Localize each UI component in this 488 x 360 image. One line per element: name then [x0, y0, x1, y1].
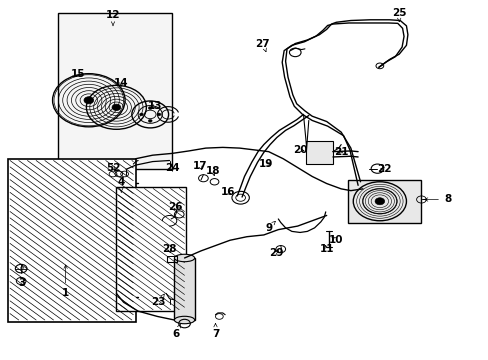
Circle shape	[157, 113, 161, 116]
Text: 9: 9	[264, 221, 275, 233]
Circle shape	[148, 120, 152, 122]
Circle shape	[374, 198, 384, 205]
Circle shape	[139, 113, 143, 116]
Text: 4: 4	[117, 177, 124, 192]
Circle shape	[84, 97, 94, 104]
Text: 14: 14	[114, 77, 128, 87]
Circle shape	[148, 107, 152, 109]
Text: 20: 20	[292, 145, 307, 155]
Ellipse shape	[174, 254, 194, 262]
Text: 3: 3	[19, 265, 26, 288]
Text: 21: 21	[333, 147, 348, 157]
Text: 25: 25	[391, 8, 406, 22]
Text: 1: 1	[62, 265, 69, 298]
Text: 12: 12	[105, 10, 120, 26]
Text: 17: 17	[192, 161, 207, 171]
Ellipse shape	[174, 316, 194, 324]
Text: 13: 13	[147, 100, 162, 111]
Bar	[8, 159, 136, 322]
Text: 22: 22	[377, 165, 391, 174]
Text: 52: 52	[105, 163, 120, 172]
Circle shape	[112, 104, 121, 111]
Text: 16: 16	[220, 188, 234, 197]
Text: 24: 24	[164, 163, 179, 172]
Bar	[58, 13, 172, 169]
Bar	[116, 187, 186, 311]
Text: 19: 19	[259, 159, 273, 169]
Text: 10: 10	[328, 235, 343, 245]
Text: 8: 8	[424, 194, 450, 204]
Bar	[348, 180, 420, 222]
Text: 23: 23	[151, 294, 165, 307]
Text: 27: 27	[255, 39, 270, 52]
Text: 11: 11	[319, 244, 333, 254]
Bar	[306, 141, 332, 164]
Text: 7: 7	[211, 323, 219, 339]
Text: 29: 29	[268, 248, 283, 258]
Text: 18: 18	[205, 166, 220, 176]
Text: 26: 26	[168, 202, 183, 212]
Bar	[174, 258, 194, 320]
Text: 28: 28	[162, 244, 177, 254]
Text: 15: 15	[70, 69, 85, 79]
Text: 6: 6	[172, 324, 180, 339]
